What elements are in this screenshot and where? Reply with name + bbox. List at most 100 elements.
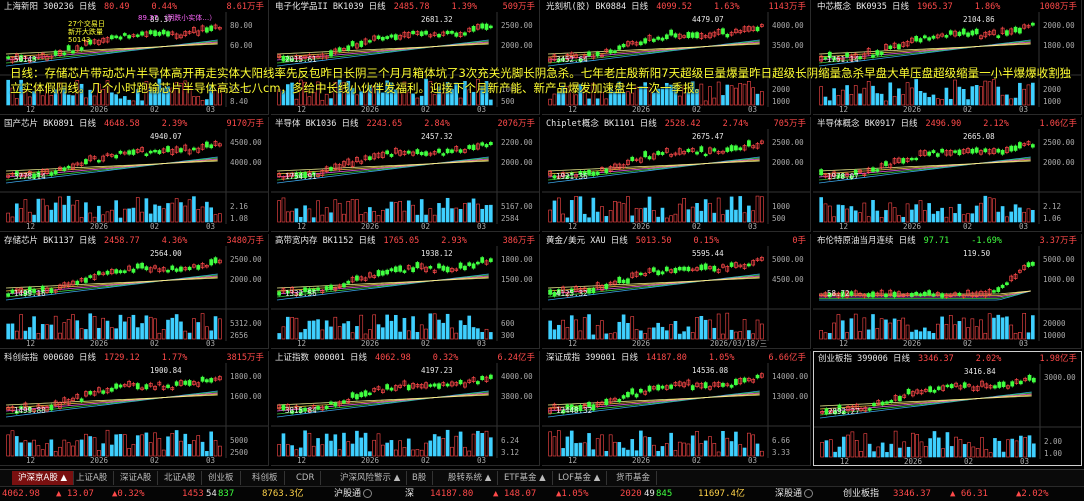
chart-panel-4[interactable]: 国产芯片 BK0891 日线 4648.58 2.39% 9170万手 4940.07 3… [0,117,269,232]
x-axis-label: 03 [477,105,487,114]
y-axis-label: 1000 [772,202,791,211]
x-axis-label: 2026/03/18/三 [710,339,768,348]
x-axis-label: 02 [963,339,973,348]
panel-header: 中芯概念 BK0935 日线 1965.37 1.86% 1008万手 [817,2,1077,13]
chart-panel-2[interactable]: 光刻机(胶) BK0884 日线 4099.52 1.63% 1143万手 4479.0… [542,0,811,115]
annotation-overlay: 27个交易日 新开大跌量 50143 89.37 （阴跌小实体…） [68,14,216,44]
panel-volume-unit: 1.06亿手 [1039,119,1077,129]
y-axis-label: 6.66 [772,436,791,445]
market-tab-3[interactable]: 北证A股 [158,471,203,485]
y-axis-label: 13000.00 [772,392,809,401]
chart-panel-15[interactable]: 创业板指 399006 日线 3346.37 2.02% 1.98亿手 3416.84 2… [813,351,1082,466]
x-axis-label: 03 [748,456,758,465]
panel-volume-unit: 9170万手 [226,119,264,129]
market-tab-12[interactable]: 货币基金 [610,471,658,485]
x-axis-label: 02 [150,105,160,114]
y-axis-label: 2000.00 [501,41,533,50]
panel-volume-unit: 1.98亿手 [1039,354,1077,364]
sh-index-pct: ▲0.32% [112,489,145,499]
market-tab-4[interactable]: 创业板 [202,471,241,485]
y-axis-label: 2656 [230,331,249,340]
sgt-label[interactable]: 深股通 [775,487,814,501]
chart-panel-1[interactable]: 电子化学品II BK1039 日线 2485.78 1.39% 509万手 2681.3… [271,0,540,115]
x-axis-label: 02 [421,222,431,231]
y-axis-label: 10000 [1043,331,1066,340]
x-axis-label: 02 [421,105,431,114]
x-axis-label: 12 [568,222,578,231]
panel-title: 黄金/美元 XAU 日线 [546,236,628,246]
chart-panel-0[interactable]: 上海新阳 300236 日线 80.49 0.44% 8.61万手 89.37 50143… [0,0,269,115]
kline-chart [0,129,268,224]
x-axis-label: 02 [963,105,973,114]
x-axis-label: 02 [692,105,702,114]
panel-header: Chiplet概念 BK1101 日线 2528.42 2.74% 705万手 [546,119,806,130]
market-tab-7[interactable]: 沪深风险警示 ▲ [334,471,408,485]
market-tab-11[interactable]: LOF基金 ▲ [552,471,608,485]
x-axis-label: 03 [206,105,216,114]
chart-panel-10[interactable]: 黄金/美元 XAU 日线 5013.50 0.15% 0手 5595.44 4125.32… [542,234,811,349]
market-tab-1[interactable]: 上证A股 [70,471,115,485]
sz-flat-count: 49 [644,489,655,499]
high-price-label: 2681.32 [421,15,453,24]
market-tab-2[interactable]: 深证A股 [114,471,159,485]
sh-flat-count: 54 [206,489,217,499]
market-tab-6[interactable]: CDR [290,471,322,485]
y-axis-label: 3.12 [501,448,520,457]
chart-panel-11[interactable]: 布伦特原油当月连续 日线 97.71 -1.69% 3.37万手 119.50 58.72… [813,234,1082,349]
market-tab-9[interactable]: 股转系统 ▲ [442,471,499,485]
panel-price: 4062.98 [374,353,411,363]
panel-title: 中芯概念 BK0935 日线 [817,2,909,12]
panel-price: 2485.78 [393,2,430,12]
cyb-index-value: 3346.37 [893,489,931,499]
hgt-label[interactable]: 沪股通 [334,487,373,501]
y-axis-label: 3800.00 [501,392,533,401]
x-axis-label: 12 [839,105,849,114]
kline-chart [271,12,539,107]
panel-title: 上证指数 000001 日线 [275,353,367,363]
x-axis-label: 02 [964,457,974,466]
y-axis-label: 1000 [772,97,791,106]
hgt-label-text: 沪股通 [334,489,362,499]
x-axis-label: 12 [26,222,36,231]
panel-header: 创业板指 399006 日线 3346.37 2.02% 1.98亿手 [818,354,1077,365]
x-axis-label: 2026 [904,457,923,466]
low-price-label: 3778.14 [14,172,46,181]
x-axis-label: 03 [206,339,216,348]
sgt-label-text: 深股通 [775,489,803,499]
y-axis-label: 16.8 [230,85,249,94]
panel-price: 1729.12 [103,353,140,363]
y-axis-label: 1800.00 [501,255,533,264]
chart-panel-12[interactable]: 科创综指 000680 日线 1729.12 1.77% 3815万手 1900.84 1… [0,351,269,466]
x-axis-label: 2026 [361,456,380,465]
x-axis-label: 12 [26,105,36,114]
panel-pct: 2.02% [975,354,1002,364]
market-tab-8[interactable]: B股 [406,471,434,485]
chart-panel-8[interactable]: 存储芯片 BK1137 日线 2458.77 4.36% 3480万手 2564.00 1… [0,234,269,349]
chart-panel-6[interactable]: Chiplet概念 BK1101 日线 2528.42 2.74% 705万手 2675… [542,117,811,232]
y-axis-label: 2.00 [1044,437,1063,446]
high-price-label: 14536.08 [692,366,729,375]
market-tab-5[interactable]: 科创板 [246,471,285,485]
kline-chart [813,129,1081,224]
panel-header: 电子化学品II BK1039 日线 2485.78 1.39% 509万手 [275,2,535,13]
chart-panel-5[interactable]: 半导体 BK1036 日线 2243.65 2.84% 2076万手 2457.32 17… [271,117,540,232]
chart-panel-9[interactable]: 高带宽内存 BK1152 日线 1765.05 2.93% 386万手 1938.12 1… [271,234,540,349]
overlay-line-1: 27个交易日 [68,20,105,28]
high-price-label: 2564.00 [150,249,182,258]
low-price-label: 4125.32 [556,289,588,298]
panel-volume-unit: 1008万手 [1039,2,1077,12]
market-tab-0[interactable]: 沪深京A股 ▲ [12,471,75,485]
x-axis-label: 2026 [90,456,109,465]
chart-panel-3[interactable]: 中芯概念 BK0935 日线 1965.37 1.86% 1008万手 2104.86 1… [813,0,1082,115]
x-axis-label: 2026 [90,339,109,348]
panel-header: 国产芯片 BK0891 日线 4648.58 2.39% 9170万手 [4,119,264,130]
chart-panel-7[interactable]: 半导体概念 BK0917 日线 2496.90 2.12% 1.06亿手 2665.08… [813,117,1082,232]
sz-label: 深 [405,489,415,499]
chart-panel-13[interactable]: 上证指数 000001 日线 4062.98 0.32% 6.24亿手 4197.23 3… [271,351,540,466]
sh-index-value: 4062.98 [2,489,40,499]
kline-chart [271,363,539,458]
low-price-label: 58.72 [827,289,850,298]
chart-panel-14[interactable]: 深证成指 399001 日线 14187.80 1.05% 6.66亿手 14536.0… [542,351,811,466]
panel-pct: 1.77% [161,353,188,363]
market-tab-10[interactable]: ETF基金 ▲ [498,471,553,485]
